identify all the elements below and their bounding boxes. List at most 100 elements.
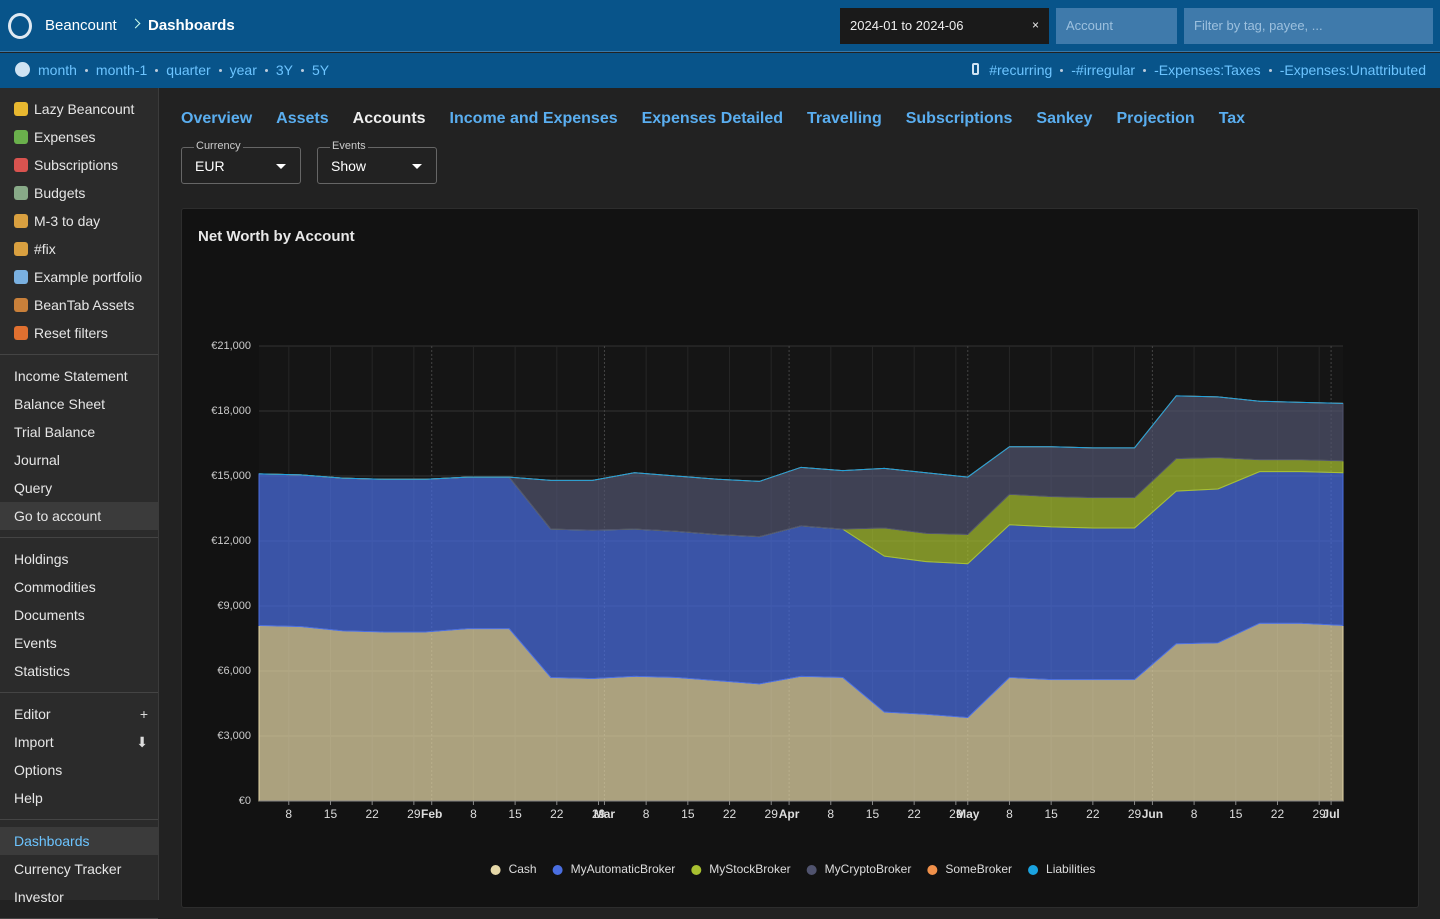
item-label: Reset filters — [34, 325, 108, 341]
sidebar-item[interactable]: BeanTab Assets — [0, 291, 158, 319]
legend-marker — [1028, 865, 1039, 875]
select-caret — [276, 164, 286, 174]
link[interactable]: #recurring — [989, 62, 1053, 78]
tab[interactable]: Projection — [1116, 110, 1195, 127]
select-value: Show — [331, 158, 367, 174]
sidebar-item[interactable]: Subscriptions — [0, 151, 158, 179]
item-label: Statistics — [14, 663, 71, 679]
tab[interactable]: Overview — [181, 110, 253, 127]
sidebar-item[interactable]: Income Statement — [0, 362, 158, 390]
y-tick-label: €21,000 — [211, 340, 251, 352]
link[interactable]: month — [38, 62, 77, 78]
brand[interactable]: Beancount — [45, 17, 117, 34]
x-tick-label: 22 — [1086, 807, 1100, 821]
item-label: Balance Sheet — [14, 396, 106, 412]
item-icon — [14, 130, 28, 144]
sidebar-item[interactable]: Investor — [0, 883, 158, 911]
item-label: #fix — [34, 241, 56, 257]
legend-label: MyAutomaticBroker — [571, 862, 676, 876]
x-tick-label: 8 — [1191, 807, 1198, 821]
legend-marker — [927, 865, 938, 875]
separator-dot — [1060, 68, 1064, 72]
item-action[interactable]: + — [139, 706, 148, 722]
item-label: BeanTab Assets — [34, 297, 135, 313]
x-tick-label: 29 — [1128, 807, 1142, 821]
clear-button[interactable]: × — [1031, 18, 1039, 32]
link[interactable]: -Expenses:Taxes — [1154, 62, 1261, 78]
item-label: Help — [14, 790, 43, 806]
separator-dot — [84, 68, 88, 72]
account-filter[interactable]: Account — [1056, 8, 1177, 44]
x-tick-label: 8 — [1006, 807, 1013, 821]
sidebar-item[interactable]: Reset filters — [0, 319, 158, 347]
sidebar-item[interactable]: Events — [0, 629, 158, 657]
sidebar-item[interactable]: Commodities — [0, 573, 158, 601]
select-caret — [412, 164, 422, 174]
item-label: Commodities — [14, 579, 96, 595]
x-tick-label: 22 — [907, 807, 921, 821]
sidebar-group: Holdings Commodities Documents Events Statis… — [0, 538, 158, 693]
tab[interactable]: Travelling — [807, 110, 882, 127]
sidebar-group: Dashboards Currency Tracker Investor — [0, 820, 158, 919]
sidebar-group: Income Statement Balance Sheet Trial Balan… — [0, 355, 158, 538]
item-action[interactable]: ⬇ — [136, 734, 148, 750]
link[interactable]: month-1 — [95, 62, 148, 78]
link[interactable]: -Expenses:Unattributed — [1279, 62, 1426, 78]
sidebar-item[interactable]: Statistics — [0, 657, 158, 685]
tab[interactable]: Expenses Detailed — [641, 110, 784, 127]
tab[interactable]: Assets — [276, 110, 329, 127]
time-filter[interactable]: 2024-01 to 2024-06 × — [840, 8, 1049, 44]
link[interactable]: 5Y — [312, 62, 330, 78]
link[interactable]: year — [229, 62, 257, 78]
select-value: EUR — [195, 158, 225, 174]
sidebar-item[interactable]: Query — [0, 474, 158, 502]
breadcrumb-separator — [130, 18, 141, 29]
x-tick-label: 8 — [643, 807, 650, 821]
tab[interactable]: Subscriptions — [905, 110, 1013, 127]
y-tick-label: €0 — [239, 795, 251, 807]
sidebar-item[interactable]: Options — [0, 756, 158, 784]
tab[interactable]: Accounts — [352, 110, 426, 127]
item-label: Dashboards — [14, 833, 90, 849]
item-icon — [14, 242, 28, 256]
item-label: Events — [14, 635, 57, 651]
tab[interactable]: Tax — [1218, 110, 1246, 127]
item-label: M-3 to day — [34, 213, 101, 229]
sidebar-item[interactable]: Example portfolio — [0, 263, 158, 291]
sidebar-item[interactable]: Journal — [0, 446, 158, 474]
tag-filter[interactable]: Filter by tag, payee, ... — [1184, 8, 1433, 44]
sidebar-item[interactable]: Trial Balance — [0, 418, 158, 446]
item-icon — [14, 298, 28, 312]
tab[interactable]: Sankey — [1036, 110, 1093, 127]
sidebar-item[interactable]: #fix — [0, 235, 158, 263]
sidebar-item[interactable]: Editor + — [0, 700, 158, 728]
sidebar-item[interactable]: Documents — [0, 601, 158, 629]
sidebar-item[interactable]: Balance Sheet — [0, 390, 158, 418]
tab[interactable]: Income and Expenses — [449, 110, 618, 127]
select[interactable]: Currency EUR — [181, 140, 301, 184]
item-icon — [14, 326, 28, 340]
separator-dot — [218, 68, 222, 72]
item-icon — [14, 270, 28, 284]
link[interactable]: 3Y — [275, 62, 293, 78]
x-tick-label: 29 — [949, 807, 963, 821]
sidebar-item[interactable]: Budgets — [0, 179, 158, 207]
sidebar-item[interactable]: Currency Tracker — [0, 855, 158, 883]
link[interactable]: quarter — [166, 62, 211, 78]
sidebar-item[interactable]: Holdings — [0, 545, 158, 573]
select[interactable]: Events Show — [317, 140, 437, 184]
sidebar-item[interactable]: Dashboards — [0, 827, 158, 855]
sidebar-item[interactable]: Import ⬇ — [0, 728, 158, 756]
y-tick-label: €18,000 — [211, 405, 251, 417]
separator-dot — [301, 68, 304, 72]
sidebar-item[interactable]: Lazy Beancount — [0, 95, 158, 123]
sidebar-item[interactable]: Help — [0, 784, 158, 812]
item-label: Documents — [14, 607, 85, 623]
page-title: Dashboards — [148, 17, 235, 34]
sidebar-item[interactable]: M-3 to day — [0, 207, 158, 235]
sidebar-item[interactable]: Expenses — [0, 123, 158, 151]
link[interactable]: -#irregular — [1071, 62, 1136, 78]
sidebar-item[interactable]: Go to account — [0, 502, 158, 530]
item-label: Journal — [14, 452, 60, 468]
